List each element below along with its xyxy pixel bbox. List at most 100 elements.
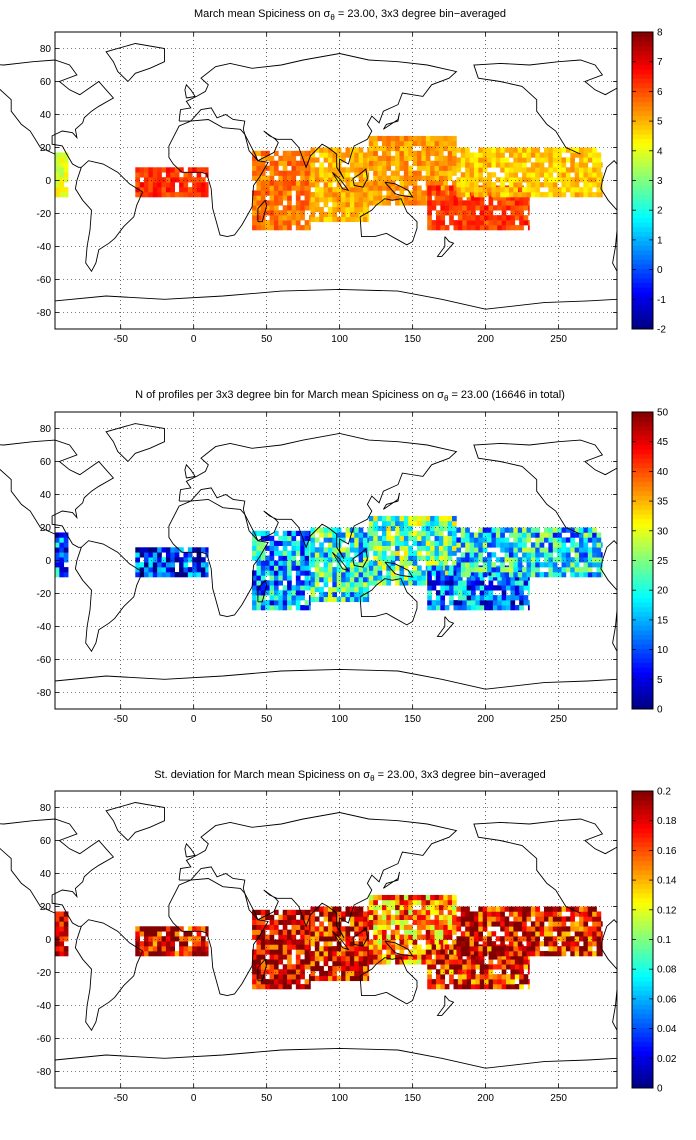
bin-cell bbox=[381, 200, 387, 206]
bin-cell bbox=[395, 145, 400, 152]
bin-cell bbox=[327, 537, 333, 543]
bin-cell bbox=[517, 562, 523, 568]
bin-cell bbox=[287, 565, 292, 571]
bin-cell bbox=[367, 941, 370, 947]
colorbar-step bbox=[632, 106, 653, 112]
bin-cell bbox=[300, 909, 305, 916]
bin-cell bbox=[453, 570, 459, 576]
bin-cell bbox=[460, 147, 466, 153]
bin-cell bbox=[196, 547, 202, 553]
bin-cell bbox=[519, 595, 524, 601]
bin-cell bbox=[341, 206, 346, 213]
bin-cell bbox=[336, 537, 342, 543]
bin-cell bbox=[363, 532, 368, 538]
bin-cell bbox=[478, 916, 483, 922]
bin-cell bbox=[522, 946, 527, 952]
bin-cell bbox=[506, 974, 511, 980]
bin-cell bbox=[349, 167, 355, 173]
bin-cell bbox=[300, 570, 305, 576]
bin-cell bbox=[367, 216, 370, 223]
bin-cell bbox=[368, 520, 374, 527]
bin-cell bbox=[367, 532, 370, 538]
colorbar-step bbox=[632, 203, 653, 209]
bin-cell bbox=[548, 552, 554, 558]
bin-cell bbox=[460, 537, 466, 543]
bin-cell bbox=[386, 565, 392, 571]
bin-cell bbox=[63, 916, 69, 922]
bin-cell bbox=[295, 185, 301, 191]
bin-cell bbox=[403, 555, 409, 561]
bin-cell bbox=[452, 899, 457, 906]
bin-cell bbox=[278, 160, 284, 166]
bin-cell bbox=[430, 525, 435, 532]
bin-cell bbox=[252, 190, 257, 196]
bin-cell bbox=[460, 951, 466, 957]
bin-cell bbox=[373, 530, 378, 537]
bin-cell bbox=[552, 182, 558, 188]
colorbar-step bbox=[632, 120, 653, 126]
bin-cell bbox=[260, 924, 266, 930]
bin-cell bbox=[399, 180, 405, 186]
bin-cell bbox=[55, 157, 60, 163]
bin-cell bbox=[583, 152, 589, 158]
y-tick-label: 60 bbox=[40, 457, 52, 468]
bin-cell bbox=[535, 572, 540, 578]
colorbar-step bbox=[632, 254, 653, 260]
bin-cell bbox=[530, 931, 536, 937]
bin-cell bbox=[417, 170, 422, 176]
bin-cell bbox=[327, 557, 333, 563]
bin-cell bbox=[444, 575, 450, 581]
bin-cell bbox=[63, 567, 69, 573]
bin-cell bbox=[174, 936, 180, 942]
bin-cell bbox=[252, 175, 257, 181]
bin-cell bbox=[187, 567, 193, 573]
bin-cell bbox=[579, 567, 584, 573]
bin-cell bbox=[269, 600, 275, 606]
bin-cell bbox=[363, 941, 368, 947]
bin-cell bbox=[135, 951, 140, 957]
bin-cell bbox=[200, 187, 206, 193]
bin-cell bbox=[587, 557, 593, 563]
bin-cell bbox=[287, 535, 292, 541]
bin-cell bbox=[341, 960, 346, 967]
bin-cell bbox=[440, 959, 446, 965]
bin-cell bbox=[456, 926, 462, 932]
bin-cell bbox=[269, 210, 275, 216]
bin-cell bbox=[457, 210, 463, 216]
colorbar-step bbox=[632, 579, 653, 585]
bin-cell bbox=[256, 929, 262, 935]
colorbar-step bbox=[632, 217, 653, 223]
bin-cell bbox=[482, 557, 488, 563]
bin-cell bbox=[373, 929, 378, 935]
bin-cell bbox=[319, 192, 324, 198]
bin-cell bbox=[390, 185, 396, 191]
bin-cell bbox=[592, 542, 597, 548]
bin-cell bbox=[148, 187, 154, 193]
bin-cell bbox=[471, 580, 476, 586]
colorbar-tick-label: 7 bbox=[657, 57, 663, 68]
bin-cell bbox=[565, 562, 571, 568]
bin-cell bbox=[349, 147, 355, 153]
bin-cell bbox=[269, 585, 275, 591]
bin-cell bbox=[491, 946, 497, 952]
colorbar-step bbox=[632, 874, 653, 880]
bin-cell bbox=[408, 914, 413, 920]
bin-cell bbox=[449, 575, 454, 581]
bin-cell bbox=[487, 187, 492, 193]
bin-cell bbox=[447, 530, 453, 537]
bin-cell bbox=[421, 959, 427, 965]
bin-cell bbox=[403, 575, 409, 581]
bin-cell bbox=[345, 201, 351, 208]
bin-cell bbox=[368, 525, 374, 532]
bin-cell bbox=[544, 572, 549, 578]
bin-cell bbox=[471, 200, 476, 206]
bin-cell bbox=[260, 180, 266, 186]
bin-cell bbox=[157, 552, 162, 558]
bin-cell bbox=[300, 190, 305, 196]
bin-cell bbox=[332, 152, 338, 158]
bin-cell bbox=[187, 547, 193, 553]
bin-cell bbox=[565, 906, 571, 912]
bin-cell bbox=[510, 959, 516, 965]
bin-cell bbox=[447, 924, 453, 930]
bin-cell bbox=[462, 605, 467, 611]
